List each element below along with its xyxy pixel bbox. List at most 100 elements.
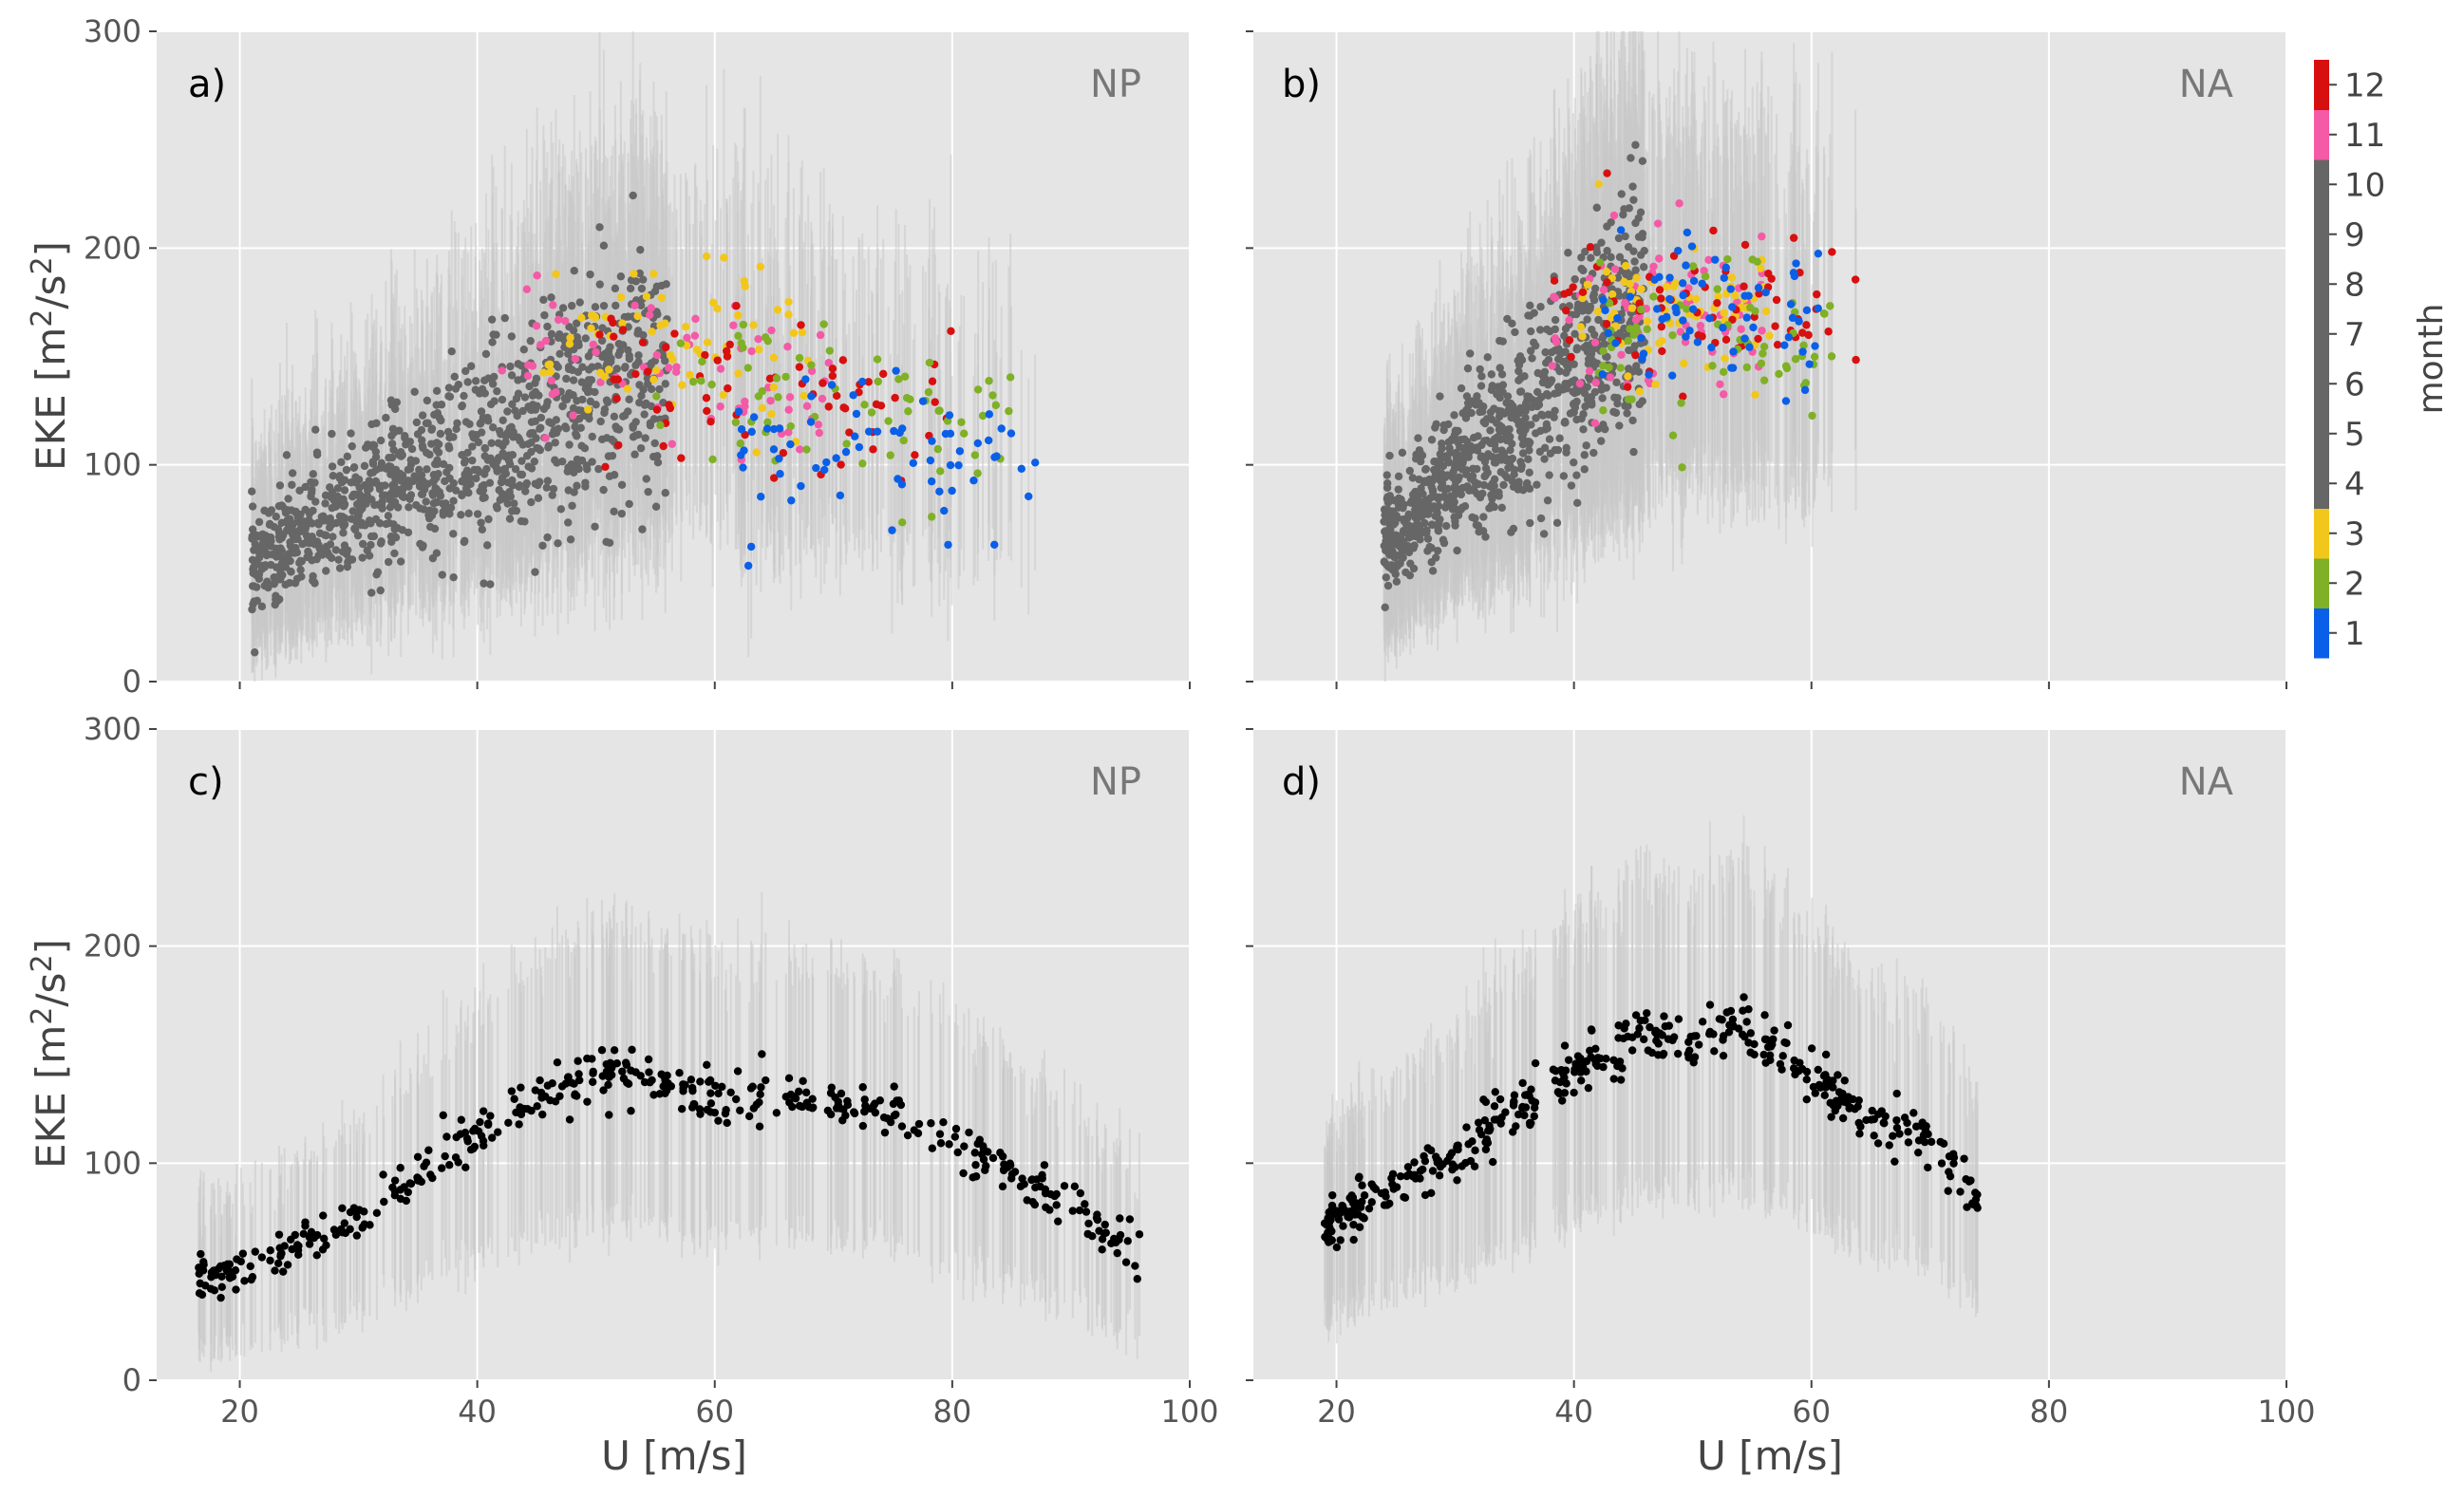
panel-b-point [1524,311,1533,320]
panel-a-point [333,499,343,508]
panel-a-point [476,420,484,428]
panel-a-point [613,375,623,384]
panel-a-point [807,361,816,369]
panel-a-point [569,326,578,335]
panel-b-point [1572,471,1581,479]
panel-b-point [1509,524,1518,533]
panel-a-point [573,481,581,490]
panel-a-point [816,330,825,340]
panel-a-point [997,424,1006,433]
panel-a-point [415,465,423,475]
panel-a-point [676,339,686,347]
panel-b-point [1571,329,1579,339]
panel-b-point [1623,409,1631,418]
panel-a-point [595,330,604,339]
panel-a-point [781,372,790,382]
panel-a-point [629,191,637,200]
panel-a-point [388,480,397,490]
panel-b-point [1613,399,1622,408]
panel-b-point [1582,441,1590,450]
panel-a-point [251,648,259,657]
panel-a-point [928,437,936,445]
panel-a-point [328,553,336,563]
panel-a-point [630,450,639,458]
panel-a-point [347,429,355,438]
panel-b-point [1516,458,1525,466]
panel-a-point [879,369,888,379]
panel-a-point [539,295,548,305]
panel-b-point [1542,359,1551,367]
panel-a-point [457,511,465,519]
panel-a-point [509,427,517,437]
panel-a-point [498,416,507,425]
panel-b-point [1443,471,1452,479]
panel-b-point [1625,365,1633,373]
panel-a-ytick-label: 300 [84,13,141,49]
panel-a-point [569,411,577,420]
panel-a-point [304,547,312,556]
panel-a-point [970,451,980,459]
panel-a-point [595,280,604,289]
panel-b-point [1414,434,1422,442]
panel-b-point [1422,526,1431,534]
panel-a-point [767,409,776,419]
panel-a-point [601,462,610,472]
panel-a-point [851,432,859,440]
panel-a-point [719,390,728,400]
panel-a-point [252,583,261,591]
panel-a-point [566,535,575,544]
panel-a-point [577,378,586,386]
panel-b-point [1465,349,1475,358]
panel-a-point [955,447,965,456]
panel-a-point [638,338,648,346]
panel-a-point [465,420,474,428]
panel-a-point [820,465,829,475]
panel-a-point [743,364,753,372]
panel-b-point [1573,300,1583,309]
panel-a-point [289,519,298,528]
panel-a-point [531,417,540,426]
panel-b-point [1542,325,1552,334]
panel-b-point [1533,368,1542,378]
panel-a-point [486,400,496,409]
panel-a-point [807,366,817,376]
panel-a-point [368,442,377,452]
panel-a-point [406,491,416,499]
panel-a-point [591,303,600,311]
panel-a-point [539,368,548,377]
panel-a-point [743,561,753,571]
panel-a-point [551,439,559,447]
panel-a-point [638,525,647,533]
panel-b-point [1454,476,1462,484]
panel-a-point [413,430,423,439]
panel-a-point [527,497,536,507]
panel-a-point [376,586,385,595]
panel-b-point [1589,448,1598,458]
panel-a-point [655,384,664,394]
panel-a-point [578,363,587,371]
panel-a-point [454,381,463,389]
panel-a-point [433,456,442,465]
panel-a-point [526,336,535,346]
panel-b-point [1448,505,1458,514]
panel-b-point [1640,246,1648,255]
panel-a-point [1005,406,1013,416]
panel-a-point [544,361,553,369]
panel-a-point [652,365,661,375]
panel-a-point [547,329,556,339]
panel-a-point [407,444,417,454]
panel-a-point [703,338,712,346]
panel-a-point [703,406,711,416]
panel-a-point [911,451,919,459]
panel-a-point [924,387,933,397]
panel-a-point [436,429,445,439]
panel-b-point [1399,537,1407,546]
panel-b-point [1535,447,1545,457]
panel-b-point [1584,360,1593,368]
panel-b-point [1479,513,1488,521]
panel-a-point [631,369,640,379]
panel-a-point [697,377,705,385]
panel-a-point [458,450,466,459]
panel-a-point [530,457,539,466]
panel-a-point [895,428,904,438]
